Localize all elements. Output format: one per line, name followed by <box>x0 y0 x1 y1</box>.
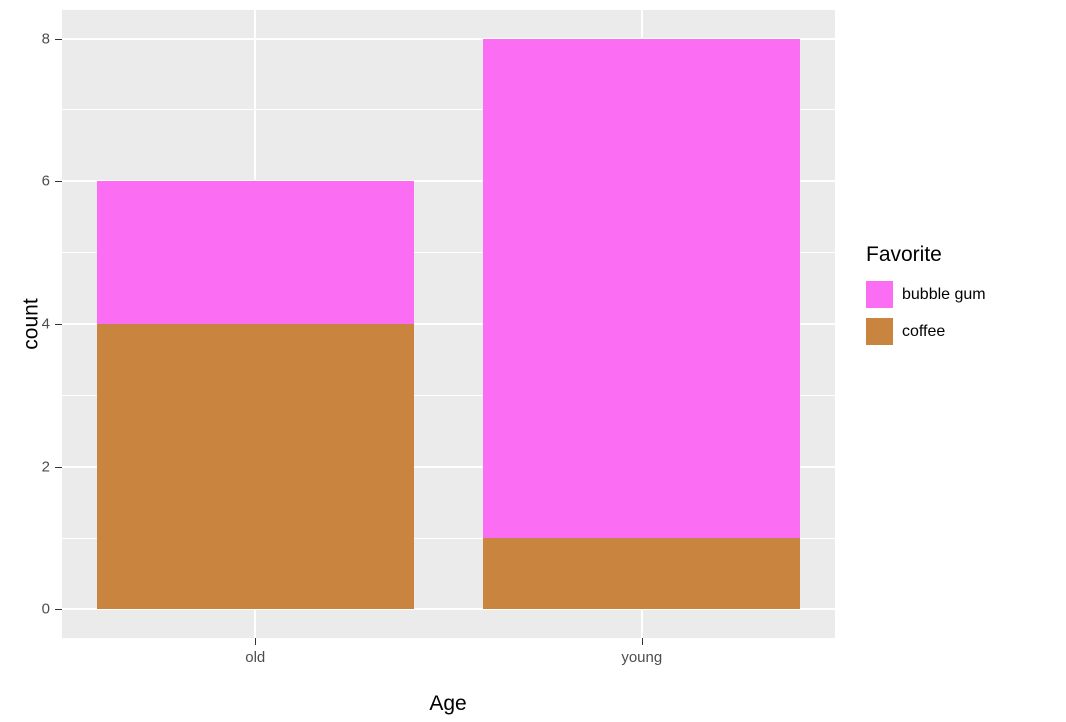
y-tick-mark-6 <box>55 181 62 183</box>
x-tick-mark-young <box>641 638 643 645</box>
y-tick-label-2: 2 <box>41 458 50 476</box>
legend-entry-bubble-gum: bubble gum <box>866 281 986 308</box>
y-tick-mark-2 <box>55 466 62 468</box>
y-tick-label-8: 8 <box>41 30 50 48</box>
major-gridline-y8 <box>62 37 835 40</box>
x-tick-mark-old <box>255 638 257 645</box>
minor-gridline-y1 <box>62 537 835 539</box>
legend-swatch-coffee <box>866 318 893 345</box>
bar-segment-old-coffee <box>96 324 414 610</box>
legend-label-coffee: coffee <box>902 322 946 340</box>
legend-title: Favorite <box>866 243 942 266</box>
y-tick-mark-8 <box>55 38 62 40</box>
y-tick-label-4: 4 <box>41 315 50 333</box>
y-tick-label-6: 6 <box>41 172 50 190</box>
y-tick-label-0: 0 <box>41 600 50 618</box>
minor-gridline-y3 <box>62 394 835 396</box>
legend-label-bubble-gum: bubble gum <box>902 285 986 303</box>
y-tick-mark-0 <box>55 609 62 611</box>
x-axis-title: Age <box>429 692 467 715</box>
bar-segment-young-bubble-gum <box>483 38 801 539</box>
minor-gridline-y7 <box>62 109 835 111</box>
major-gridline-y2 <box>62 465 835 468</box>
bar-segment-old-bubble-gum <box>96 181 414 324</box>
major-gridline-y4 <box>62 323 835 325</box>
major-gridline-y6 <box>62 180 835 183</box>
y-tick-mark-4 <box>55 324 62 325</box>
legend-swatch-bubble-gum <box>866 281 893 308</box>
minor-gridline-y5 <box>62 252 835 254</box>
legend-entry-coffee: coffee <box>866 318 986 345</box>
bar-segment-young-coffee <box>483 538 801 610</box>
x-tick-label-old: old <box>245 649 266 666</box>
legend: Favorite bubble gum coffee <box>866 243 986 355</box>
x-tick-label-young: young <box>621 649 663 666</box>
major-gridline-y0 <box>62 608 835 611</box>
plot-panel <box>62 10 835 638</box>
